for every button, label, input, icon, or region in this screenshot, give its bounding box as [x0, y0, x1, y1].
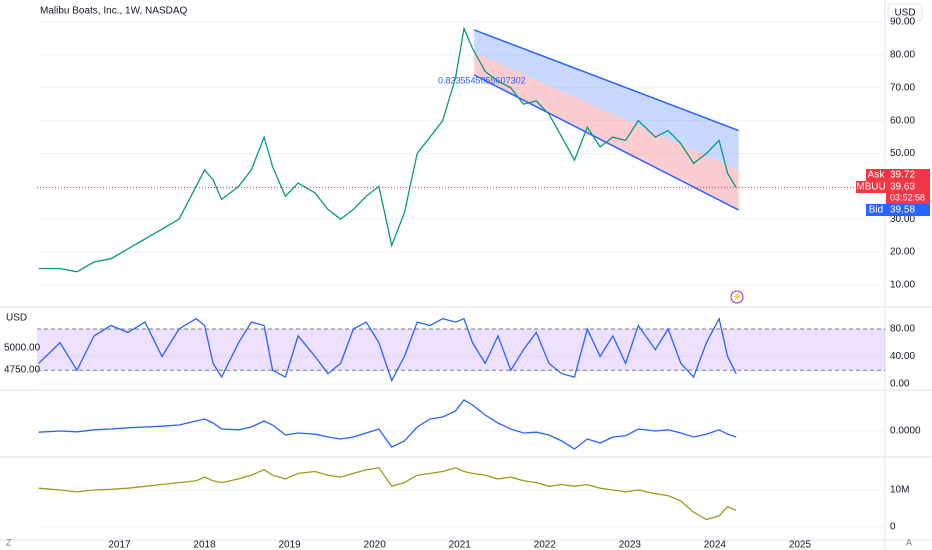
x-tick-label: 2017: [108, 540, 131, 550]
y-tick-label: 0.00: [890, 379, 910, 390]
price-box: [886, 181, 930, 204]
y-tick-label: 50.00: [890, 148, 915, 159]
y-tick-label: 90.00: [890, 17, 915, 28]
timezone-button[interactable]: Z: [6, 537, 12, 547]
series-line: [38, 316, 737, 383]
bid-tag: [866, 204, 886, 216]
y-tick-label: 30.00: [890, 214, 915, 225]
x-tick-label: 2025: [789, 540, 812, 550]
bid-label: Bid: [869, 205, 883, 216]
ask-label: Ask: [868, 170, 886, 181]
ask-value: 39.72: [890, 170, 915, 181]
price-value: 39.63: [890, 182, 915, 193]
band-fill: [37, 328, 885, 371]
auto-scale-button[interactable]: A: [906, 537, 912, 547]
channel-lower-fill: [474, 52, 739, 211]
y-tick-label: 80.00: [890, 324, 915, 335]
y-tick-label: 60.00: [890, 115, 915, 126]
symbol-label: MBUU: [856, 182, 885, 193]
annotation: 0.8335545055607302: [438, 76, 526, 86]
series-line: [38, 467, 737, 521]
currency[interactable]: USD: [894, 8, 915, 19]
x-tick-label: 2018: [193, 540, 216, 550]
y-tick-label: 0.0000: [890, 426, 921, 437]
bid-box: [886, 204, 930, 216]
bid-value: 39.58: [890, 205, 915, 216]
series-line: [38, 26, 737, 273]
x-tick-label: 2022: [534, 540, 557, 550]
x-tick-label: 2020: [364, 540, 387, 550]
lightning-glyph[interactable]: ⚡: [732, 291, 742, 301]
y-tick-label: 80.00: [890, 50, 915, 61]
x-tick-label: 2019: [278, 540, 301, 550]
ask-box: [886, 169, 930, 181]
y-tick-label: 70.00: [890, 82, 915, 93]
channel-upper: [473, 29, 739, 132]
series-line: [38, 398, 737, 450]
x-tick-label: 2023: [619, 540, 642, 550]
symbol-tag: [856, 181, 886, 193]
currency-button[interactable]: [887, 3, 923, 22]
lightning-icon[interactable]: [730, 290, 744, 304]
y-tick-label: 10.00: [890, 280, 915, 291]
symbol-title[interactable]: Malibu Boats, Inc., 1W, NASDAQ: [40, 6, 187, 17]
x-tick-label: 2021: [449, 540, 472, 550]
y-tick-label: 0: [890, 522, 896, 533]
left-scale-label: USD: [6, 313, 27, 324]
x-tick-label: 2024: [704, 540, 727, 550]
y-tick-label: 10M: [890, 485, 909, 496]
y-tick-label: 40.00: [890, 351, 915, 362]
y-tick-label: 20.00: [890, 247, 915, 258]
countdown: 03:52:58: [890, 192, 925, 202]
left-tick-label: 5000.00: [4, 343, 41, 354]
left-tick-label: 4750.00: [4, 365, 41, 376]
ask-tag: [866, 169, 886, 181]
